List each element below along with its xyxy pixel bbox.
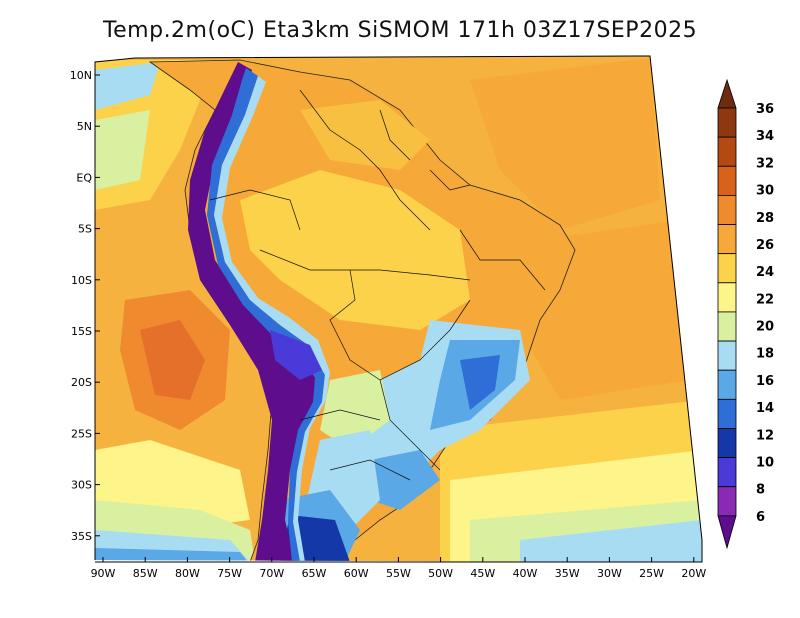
- lon-tick-label: 85W: [133, 567, 158, 580]
- colorbar-label: 36: [756, 102, 774, 117]
- lat-tick-label: 15S: [71, 325, 92, 338]
- longitude-axis: 90W 85W 80W 75W 70W 65W 60W 55W 50W 45W 40W 35W 30W 2…: [91, 557, 706, 580]
- temperature-colorbar: 36 34 32 30 28 26 24 22 20 18 16 14 12 10 8 6: [717, 78, 774, 550]
- colorbar-bottom-arrow: [717, 515, 737, 550]
- colorbar-segment: [717, 282, 737, 313]
- map-title: Temp.2m(oC) Eta3km SiSMOM 171h 03Z17SEP2…: [102, 18, 698, 43]
- colorbar-label: 10: [756, 455, 774, 470]
- lon-tick-label: 45W: [470, 567, 495, 580]
- lat-tick-label: 20S: [71, 376, 92, 389]
- lon-tick-label: 70W: [259, 567, 284, 580]
- colorbar-label: 34: [756, 129, 774, 144]
- lon-tick-label: 40W: [513, 567, 538, 580]
- colorbar-segment: [717, 428, 737, 459]
- lon-tick-label: 60W: [344, 567, 369, 580]
- lon-tick-label: 90W: [91, 567, 116, 580]
- colorbar-label: 26: [756, 238, 774, 253]
- lon-tick-label: 30W: [597, 567, 622, 580]
- lat-tick-label: 10S: [71, 274, 92, 287]
- map-fields: [95, 56, 702, 562]
- colorbar-label: 28: [756, 211, 774, 226]
- lat-tick-label: 10N: [70, 69, 92, 82]
- colorbar-segment: [717, 340, 737, 371]
- colorbar-segment: [717, 457, 737, 488]
- lat-tick-label: 35S: [71, 530, 92, 543]
- colorbar-label: 20: [756, 320, 774, 335]
- colorbar-top-arrow: [717, 78, 737, 109]
- lat-tick-label: 25S: [71, 427, 92, 440]
- colorbar-segment: [717, 369, 737, 400]
- colorbar-label: 30: [756, 184, 774, 199]
- latitude-axis: 10N 5N EQ 5S 10S 15S 20S 25S 30S 35S: [70, 69, 100, 543]
- lon-tick-label: 20W: [681, 567, 706, 580]
- map-frame: [94, 55, 703, 563]
- colorbar-segment: [717, 136, 737, 167]
- lon-tick-label: 35W: [555, 567, 580, 580]
- lon-tick-label: 80W: [175, 567, 200, 580]
- colorbar-segment: [717, 165, 737, 196]
- lon-tick-label: 55W: [386, 567, 411, 580]
- colorbar-segment: [717, 311, 737, 342]
- country-borders: [209, 89, 546, 481]
- colorbar-label: 14: [756, 401, 774, 416]
- lat-tick-label: 5S: [78, 223, 92, 236]
- colorbar-segment: [717, 253, 737, 284]
- lat-tick-label: 30S: [71, 479, 92, 492]
- colorbar-label: 12: [756, 428, 774, 443]
- lat-tick-label: EQ: [76, 171, 92, 184]
- colorbar-label: 24: [756, 265, 774, 280]
- colorbar-segment: [717, 107, 737, 138]
- lon-tick-label: 65W: [302, 567, 327, 580]
- colorbar-segment: [717, 486, 737, 517]
- colorbar-label: 18: [756, 347, 774, 362]
- colorbar-label: 32: [756, 156, 774, 171]
- colorbar-segment: [717, 398, 737, 429]
- lat-tick-label: 5N: [77, 120, 92, 133]
- colorbar-label: 6: [756, 510, 765, 525]
- colorbar-segment: [717, 224, 737, 255]
- lon-tick-label: 75W: [217, 567, 242, 580]
- colorbar-label: 8: [756, 483, 765, 498]
- colorbar-label: 16: [756, 374, 774, 389]
- colorbar-label: 22: [756, 292, 774, 307]
- lon-tick-label: 25W: [639, 567, 664, 580]
- colorbar-segment: [717, 194, 737, 225]
- lon-tick-label: 50W: [428, 567, 453, 580]
